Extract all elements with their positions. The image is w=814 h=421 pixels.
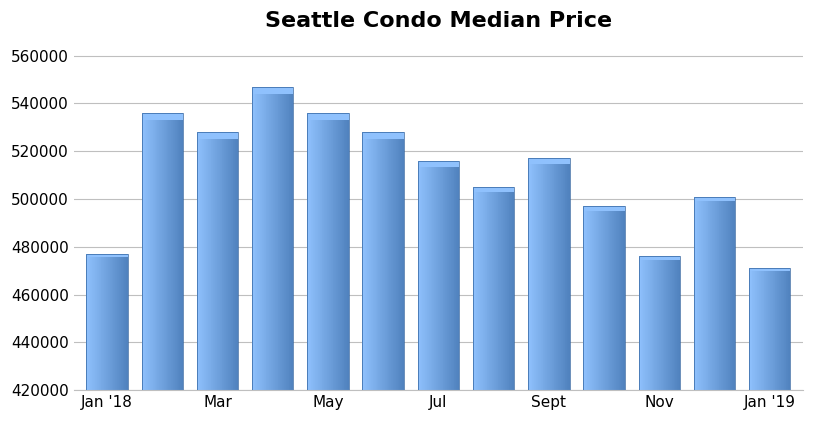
Bar	[638, 256, 680, 390]
Bar	[749, 268, 790, 390]
Bar	[584, 206, 625, 390]
Bar	[584, 206, 625, 211]
Bar	[307, 113, 348, 390]
Title: Seattle Condo Median Price: Seattle Condo Median Price	[265, 11, 612, 31]
Bar	[694, 197, 735, 390]
Bar	[418, 161, 459, 390]
Bar	[473, 187, 514, 192]
Bar	[473, 187, 514, 390]
Bar	[86, 254, 128, 257]
Bar	[528, 158, 570, 164]
Bar	[86, 254, 128, 390]
Bar	[197, 132, 239, 139]
Bar	[418, 161, 459, 167]
Bar	[362, 132, 404, 390]
Bar	[694, 197, 735, 201]
Bar	[749, 268, 790, 271]
Bar	[142, 113, 183, 120]
Bar	[638, 256, 680, 260]
Bar	[252, 87, 293, 390]
Bar	[197, 132, 239, 390]
Bar	[307, 113, 348, 120]
Bar	[252, 87, 293, 94]
Bar	[142, 113, 183, 390]
Bar	[528, 158, 570, 390]
Bar	[362, 132, 404, 139]
